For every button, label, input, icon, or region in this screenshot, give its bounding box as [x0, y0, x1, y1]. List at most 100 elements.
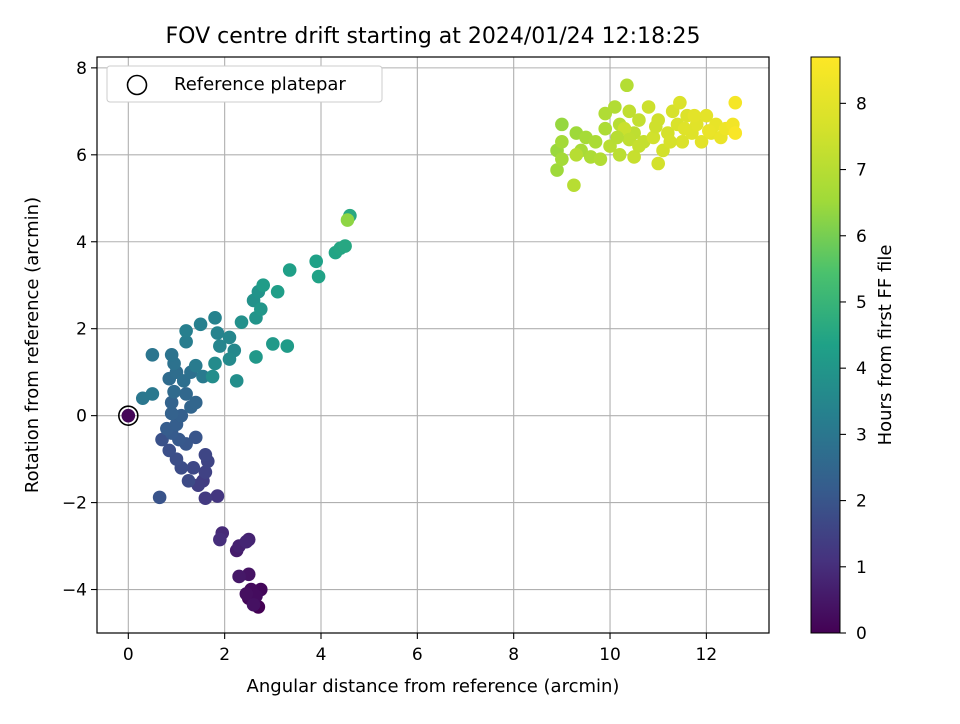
data-point — [282, 263, 297, 277]
legend-box — [106, 65, 383, 103]
data-point — [210, 326, 225, 340]
data-point — [701, 124, 716, 138]
data-point — [164, 406, 179, 421]
reference-marker — [118, 405, 139, 426]
plot-frame — [96, 56, 770, 634]
data-point — [632, 113, 646, 127]
colorbar-tick-label: 6 — [856, 227, 867, 247]
data-point — [232, 569, 246, 584]
data-point — [155, 432, 169, 447]
x-axis-label: Angular distance from reference (arcmin) — [247, 676, 620, 697]
data-point — [234, 315, 249, 329]
y-axis-label: Rotation from reference (arcmin) — [22, 197, 43, 493]
data-point — [270, 284, 285, 299]
data-point — [648, 119, 663, 134]
data-point — [210, 489, 225, 503]
data-point — [164, 347, 179, 362]
y-tick-label: −4 — [62, 581, 87, 601]
data-point — [641, 100, 656, 114]
data-point — [208, 311, 222, 325]
data-point — [213, 339, 227, 353]
colorbar-tick-label: 0 — [856, 624, 867, 644]
x-tick-label: 2 — [219, 645, 230, 665]
data-point — [622, 104, 637, 119]
data-point — [208, 356, 222, 371]
colorbar-ticks: 0 1 2 3 4 5 6 7 8 — [840, 94, 867, 644]
colorbar — [810, 56, 841, 634]
x-axis-ticks: 0 2 4 6 8 10 12 — [123, 633, 717, 665]
y-tick-label: 4 — [76, 233, 87, 253]
data-point — [280, 339, 295, 353]
data-point — [205, 369, 220, 384]
data-point — [256, 278, 270, 293]
x-tick-label: 0 — [123, 645, 134, 665]
data-point — [167, 384, 181, 399]
colorbar-tick-label: 8 — [856, 94, 867, 114]
x-tick-label: 12 — [696, 645, 718, 665]
colorbar-tick-label: 4 — [856, 359, 867, 379]
x-tick-label: 10 — [599, 645, 621, 665]
data-point — [651, 156, 666, 171]
data-point — [728, 126, 743, 140]
x-tick-label: 8 — [508, 645, 519, 665]
colorbar-tick-label: 5 — [856, 293, 867, 313]
data-point — [550, 163, 564, 177]
y-axis-ticks: −4 −2 0 2 4 6 8 — [62, 59, 97, 601]
data-point — [593, 152, 608, 166]
data-point — [249, 350, 263, 364]
colorbar-label: Hours from first FF file — [875, 245, 896, 446]
data-point — [687, 108, 702, 123]
data-point — [121, 408, 136, 423]
data-point — [567, 178, 581, 193]
data-point — [728, 95, 743, 110]
data-point — [188, 430, 203, 445]
data-point — [699, 108, 714, 123]
data-point — [196, 369, 210, 384]
legend-marker-icon — [126, 74, 148, 96]
data-point — [338, 239, 352, 253]
x-tick-label: 6 — [412, 645, 423, 665]
legend-label: Reference platepar — [174, 74, 346, 95]
data-point — [588, 134, 603, 149]
reference-point — [118, 405, 139, 426]
data-point — [340, 213, 355, 227]
chart-title: FOV centre drift starting at 2024/01/24 … — [166, 24, 701, 49]
data-point — [675, 134, 690, 149]
data-point — [198, 491, 213, 506]
colorbar-tick-label: 1 — [856, 558, 867, 578]
data-point — [622, 132, 637, 147]
data-point — [646, 130, 661, 145]
data-point — [145, 387, 160, 401]
data-point — [632, 139, 646, 153]
y-tick-label: 2 — [76, 320, 87, 340]
data-point — [598, 106, 613, 121]
data-point — [663, 134, 678, 149]
data-point — [608, 100, 622, 114]
data-point — [213, 532, 227, 547]
data-point — [181, 474, 196, 488]
data-point — [266, 337, 280, 351]
y-tick-label: 8 — [76, 59, 87, 79]
data-point — [179, 334, 193, 349]
data-point — [188, 395, 203, 410]
data-point — [222, 352, 237, 366]
data-point — [620, 78, 634, 93]
data-point — [239, 534, 254, 549]
data-point — [179, 387, 193, 401]
data-point — [253, 302, 268, 316]
data-point — [164, 395, 179, 410]
data-point — [612, 148, 627, 162]
grid-lines — [97, 57, 769, 633]
data-point — [610, 130, 625, 145]
data-point — [598, 121, 613, 136]
data-point — [188, 358, 203, 373]
legend: Reference platepar — [106, 65, 383, 103]
data-point — [311, 269, 326, 284]
data-point — [246, 597, 261, 612]
y-tick-label: −2 — [62, 494, 87, 514]
data-point — [179, 324, 193, 338]
data-point — [309, 254, 323, 269]
data-point — [627, 150, 641, 164]
